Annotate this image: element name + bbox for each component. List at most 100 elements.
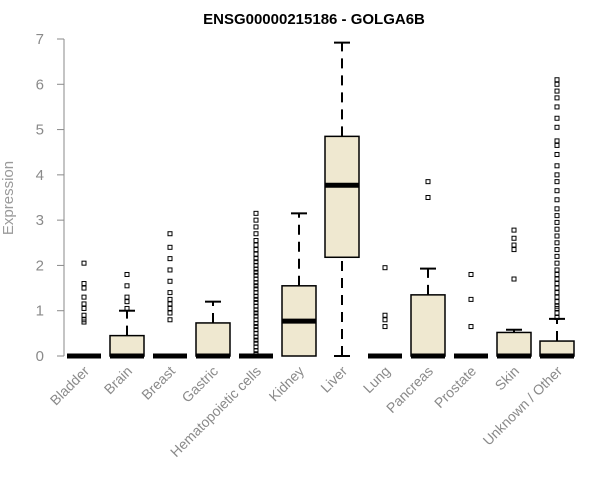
outlier-point bbox=[81, 260, 87, 266]
outlier-point bbox=[253, 217, 259, 223]
outlier-point bbox=[253, 272, 259, 278]
box-pancreas bbox=[410, 179, 446, 359]
outlier-point bbox=[167, 290, 173, 296]
x-tick-label: Breast bbox=[138, 363, 178, 403]
y-tick-label: 2 bbox=[36, 257, 44, 274]
y-tick-label: 4 bbox=[36, 167, 44, 184]
outlier-point bbox=[253, 242, 259, 248]
outlier-point bbox=[554, 124, 560, 130]
outlier-point bbox=[253, 210, 259, 216]
x-tick-label: Unknown / Other bbox=[480, 363, 566, 449]
x-tick-label: Kidney bbox=[266, 363, 308, 405]
y-tick-label: 0 bbox=[36, 348, 44, 365]
outlier-point bbox=[382, 317, 388, 323]
outlier-point bbox=[253, 324, 259, 330]
outlier-point bbox=[554, 219, 560, 225]
outlier-point bbox=[554, 206, 560, 212]
outlier-point bbox=[554, 281, 560, 287]
x-tick-label: Brain bbox=[101, 363, 135, 397]
box-brain bbox=[109, 271, 145, 359]
outlier-point bbox=[253, 337, 259, 343]
outlier-point bbox=[554, 299, 560, 305]
box-hematopoietic-cells bbox=[239, 210, 273, 359]
outlier-point bbox=[554, 294, 560, 300]
outlier-point bbox=[167, 278, 173, 284]
outlier-point bbox=[124, 305, 130, 311]
outlier-point bbox=[167, 317, 173, 323]
y-tick-label: 3 bbox=[36, 212, 44, 229]
outlier-point bbox=[167, 301, 173, 307]
outlier-point bbox=[511, 227, 517, 233]
box-body bbox=[410, 294, 446, 357]
outlier-point bbox=[554, 104, 560, 110]
y-axis-label: Expression bbox=[0, 161, 17, 235]
chart-title: ENSG00000215186 - GOLGA6B bbox=[203, 11, 425, 28]
outlier-point bbox=[554, 188, 560, 194]
outlier-point bbox=[253, 231, 259, 237]
box-skin bbox=[496, 227, 532, 359]
outlier-point bbox=[554, 138, 560, 144]
outlier-point bbox=[253, 351, 259, 357]
outlier-point bbox=[253, 283, 259, 289]
outlier-point bbox=[554, 303, 560, 309]
x-tick-label: Skin bbox=[492, 363, 523, 394]
box-gastric bbox=[195, 300, 231, 359]
outlier-point bbox=[253, 247, 259, 253]
outlier-point bbox=[554, 315, 560, 321]
boxes-group bbox=[67, 41, 575, 359]
outlier-point bbox=[468, 296, 474, 302]
x-tick-label: Prostate bbox=[431, 363, 479, 411]
y-tick-label: 1 bbox=[36, 303, 44, 320]
box-liver bbox=[324, 41, 360, 357]
outlier-point bbox=[425, 179, 431, 185]
outlier-point bbox=[468, 271, 474, 277]
outlier-point bbox=[382, 265, 388, 271]
box-body bbox=[109, 334, 145, 357]
outlier-point bbox=[554, 172, 560, 178]
y-tick-label: 7 bbox=[36, 31, 44, 48]
x-tick-label: Lung bbox=[360, 363, 393, 396]
outlier-point bbox=[81, 301, 87, 307]
outlier-point bbox=[554, 276, 560, 282]
outlier-point bbox=[554, 95, 560, 101]
outlier-point bbox=[511, 276, 517, 282]
box-lung bbox=[368, 265, 402, 359]
outlier-point bbox=[554, 142, 560, 148]
outlier-point bbox=[554, 151, 560, 157]
outlier-point bbox=[554, 81, 560, 87]
outlier-point bbox=[253, 313, 259, 319]
outlier-point bbox=[554, 233, 560, 239]
outlier-point bbox=[253, 224, 259, 230]
outlier-point bbox=[253, 238, 259, 244]
outlier-point bbox=[253, 251, 259, 257]
outlier-point bbox=[554, 271, 560, 277]
box-kidney bbox=[281, 212, 317, 357]
x-tick-label: Pancreas bbox=[383, 363, 436, 416]
outlier-point bbox=[81, 317, 87, 323]
box-body bbox=[195, 322, 231, 357]
outlier-point bbox=[81, 294, 87, 300]
outlier-point bbox=[382, 324, 388, 330]
outlier-point bbox=[554, 285, 560, 291]
box-prostate bbox=[454, 271, 488, 359]
outlier-point bbox=[511, 242, 517, 248]
outlier-point bbox=[167, 244, 173, 250]
x-tick-label: Bladder bbox=[47, 363, 93, 409]
y-axis: 0 1 2 3 4 5 6 7 bbox=[36, 31, 65, 365]
outlier-point bbox=[554, 77, 560, 83]
outlier-point bbox=[253, 327, 259, 333]
outlier-point bbox=[554, 247, 560, 253]
outlier-point bbox=[511, 235, 517, 241]
box-unknown-other bbox=[539, 77, 575, 359]
outlier-point bbox=[554, 310, 560, 316]
outlier-point bbox=[554, 290, 560, 296]
outlier-point bbox=[124, 283, 130, 289]
outlier-point bbox=[253, 269, 259, 275]
outlier-point bbox=[554, 163, 560, 169]
outlier-point bbox=[554, 88, 560, 94]
outlier-point bbox=[425, 195, 431, 200]
outlier-point bbox=[167, 256, 173, 262]
outlier-point bbox=[554, 197, 560, 203]
